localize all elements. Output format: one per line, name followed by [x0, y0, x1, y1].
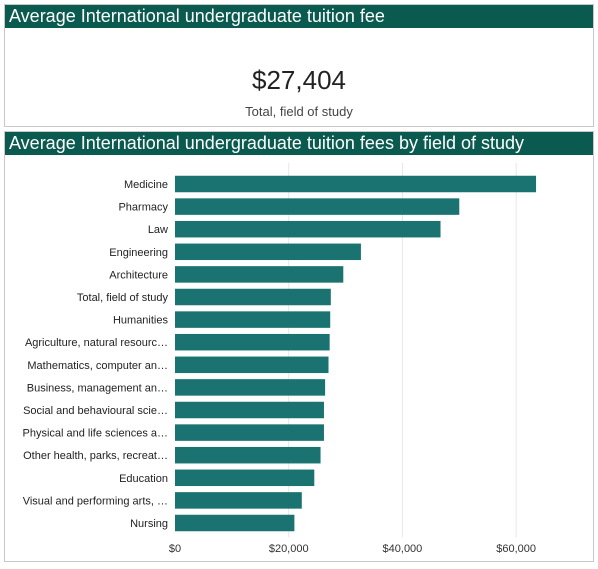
- bar[interactable]: [175, 311, 331, 328]
- x-tick-label: $40,000: [383, 543, 423, 555]
- category-label: Visual and performing arts, …: [23, 495, 168, 507]
- bar[interactable]: [175, 424, 324, 441]
- chart-title: Average International undergraduate tuit…: [5, 132, 593, 155]
- bar[interactable]: [175, 243, 361, 261]
- bar[interactable]: [175, 514, 295, 532]
- kpi-label: Total, field of study: [245, 104, 353, 119]
- category-label: Social and behavioural scie…: [23, 405, 168, 417]
- bar[interactable]: [175, 175, 537, 193]
- bars: [175, 175, 537, 532]
- bar[interactable]: [175, 401, 324, 419]
- bar[interactable]: [175, 198, 460, 215]
- bar-chart: Medicine Pharmacy Law Engineering Architectu…: [22, 163, 537, 555]
- kpi-title: Average International undergraduate tuit…: [5, 5, 593, 28]
- bar[interactable]: [175, 492, 302, 509]
- bar[interactable]: [175, 379, 326, 396]
- bar[interactable]: [175, 288, 331, 306]
- bar-chart-card: Average International undergraduate tuit…: [4, 131, 594, 562]
- category-label: Humanities: [113, 315, 169, 327]
- category-label: Nursing: [130, 518, 168, 530]
- bar[interactable]: [175, 446, 321, 464]
- category-label: Pharmacy: [118, 202, 168, 214]
- category-label: Business, management an…: [27, 382, 168, 394]
- x-tick-label: $0: [169, 543, 181, 555]
- category-label: Other health, parks, recreat…: [23, 450, 168, 462]
- category-label: Agriculture, natural resourc…: [25, 337, 168, 349]
- category-label: Law: [148, 224, 168, 236]
- kpi-value: $27,404: [252, 65, 346, 95]
- bar[interactable]: [175, 266, 344, 283]
- category-label: Total, field of study: [77, 292, 169, 304]
- bar[interactable]: [175, 220, 441, 238]
- category-labels: Medicine Pharmacy Law Engineering Architectu…: [22, 179, 168, 530]
- category-label: Education: [119, 473, 168, 485]
- category-label: Architecture: [109, 269, 168, 281]
- category-label: Mathematics, computer an…: [27, 360, 168, 372]
- x-tick-label: $60,000: [496, 543, 536, 555]
- bar[interactable]: [175, 333, 330, 351]
- x-axis-ticks: $0 $20,000 $40,000 $60,000: [169, 543, 536, 555]
- category-label: Physical and life sciences a…: [22, 428, 168, 440]
- bar[interactable]: [175, 469, 315, 487]
- kpi-card: Average International undergraduate tuit…: [4, 4, 594, 127]
- category-label: Engineering: [109, 247, 168, 259]
- category-label: Medicine: [124, 179, 168, 191]
- bar[interactable]: [175, 356, 329, 374]
- x-tick-label: $20,000: [269, 543, 309, 555]
